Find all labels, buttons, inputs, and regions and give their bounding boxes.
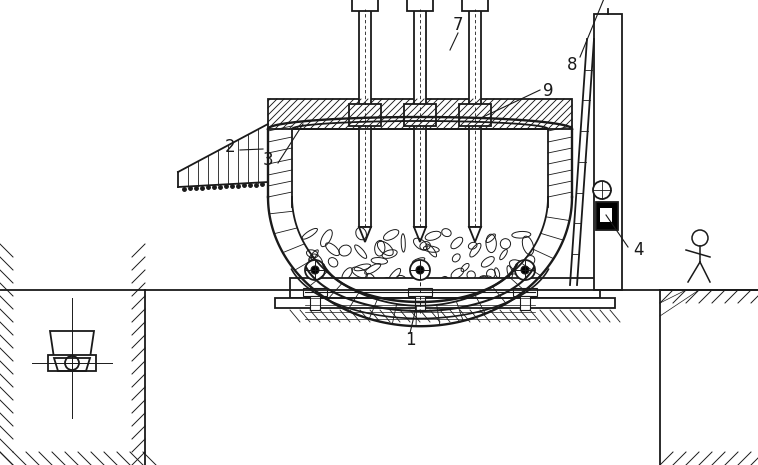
Circle shape	[593, 181, 611, 199]
Circle shape	[311, 266, 319, 274]
Bar	[359, 9, 371, 227]
Bar	[310, 296, 320, 310]
Polygon shape	[414, 227, 426, 242]
Bar	[349, 104, 381, 126]
Bar	[352, 0, 378, 11]
Circle shape	[305, 260, 325, 280]
Text: 1: 1	[405, 331, 415, 349]
Bar	[268, 99, 572, 129]
Bar	[513, 288, 537, 296]
Bar	[269, 100, 571, 128]
Text: 2: 2	[224, 138, 235, 156]
Bar	[414, 9, 426, 227]
Circle shape	[521, 266, 529, 274]
Bar	[404, 104, 436, 126]
Bar	[48, 355, 96, 371]
Circle shape	[416, 266, 424, 274]
Bar	[459, 104, 491, 126]
Bar	[594, 14, 622, 290]
Bar	[596, 202, 618, 230]
Bar	[469, 9, 481, 227]
Text: 8: 8	[567, 56, 578, 74]
Bar	[600, 208, 612, 222]
Circle shape	[65, 356, 79, 370]
Bar	[275, 298, 615, 308]
Bar	[520, 296, 530, 310]
Bar	[290, 278, 600, 298]
Circle shape	[410, 260, 430, 280]
Bar	[303, 288, 327, 296]
Bar	[415, 296, 425, 310]
Bar	[408, 288, 432, 296]
Bar	[462, 0, 488, 11]
Text: 3: 3	[263, 151, 274, 169]
Text: 7: 7	[453, 16, 463, 34]
Circle shape	[515, 260, 535, 280]
Polygon shape	[469, 227, 481, 242]
Polygon shape	[359, 227, 371, 242]
Text: 4: 4	[633, 241, 644, 259]
Bar	[407, 0, 433, 11]
Text: 9: 9	[543, 82, 553, 100]
